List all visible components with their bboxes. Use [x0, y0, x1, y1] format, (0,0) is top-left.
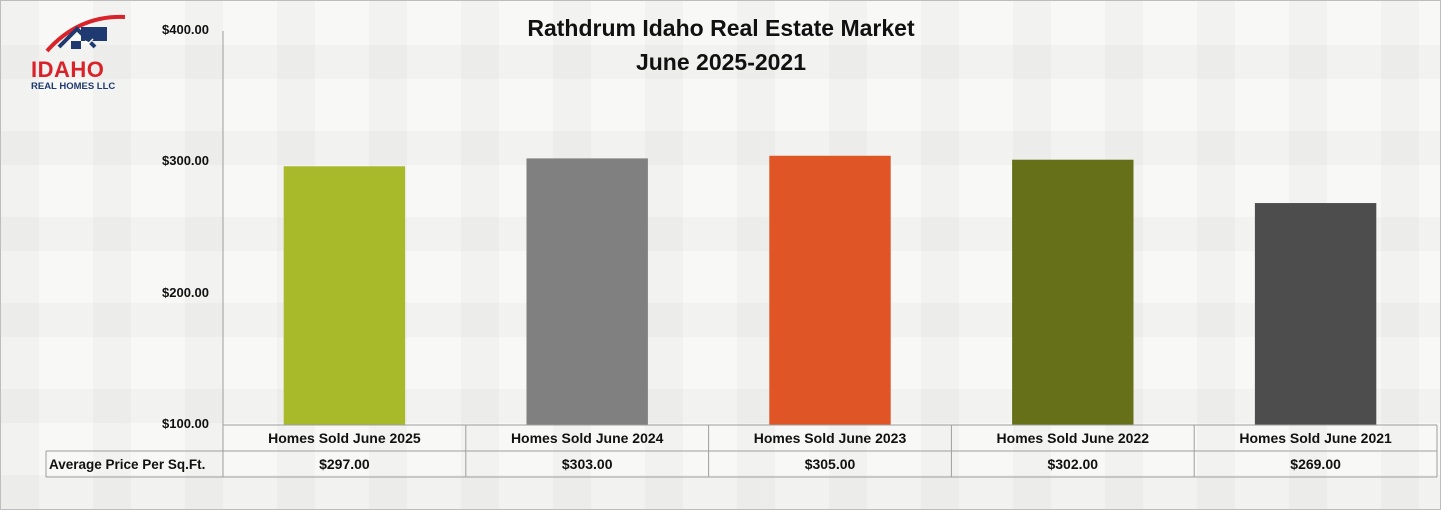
bar [526, 158, 648, 426]
bar [1254, 203, 1377, 425]
x-tick-label: Homes Sold June 2022 [997, 430, 1150, 446]
data-label: $305.00 [805, 456, 856, 472]
data-label: $269.00 [1290, 456, 1341, 472]
y-tick-label: $100.00 [162, 416, 209, 431]
bar [769, 155, 891, 425]
bar [283, 166, 406, 426]
bar [1012, 159, 1134, 425]
x-tick-label: Homes Sold June 2024 [511, 430, 664, 446]
logo-tagline: REAL HOMES LLC [31, 81, 116, 92]
y-tick-label: $200.00 [162, 284, 209, 300]
company-logo: IDAHO REAL HOMES LLC [29, 13, 149, 93]
logo-wordmark: IDAHO [31, 57, 105, 82]
series-name: Average Price Per Sq.Ft. [49, 457, 205, 472]
house-flag-icon [45, 14, 126, 53]
y-tick-label: $300.00 [162, 153, 209, 169]
chart-subtitle: June 2025-2021 [635, 49, 807, 75]
x-tick-label: Homes Sold June 2025 [268, 430, 421, 446]
chart-title: Rathdrum Idaho Real Estate Market [527, 15, 915, 41]
data-label: $297.00 [319, 456, 370, 472]
data-label: $302.00 [1047, 456, 1098, 472]
y-tick-label: $400.00 [162, 22, 209, 37]
data-label: $303.00 [562, 456, 613, 472]
x-tick-label: Homes Sold June 2021 [1239, 430, 1392, 446]
x-tick-label: Homes Sold June 2023 [754, 430, 907, 446]
